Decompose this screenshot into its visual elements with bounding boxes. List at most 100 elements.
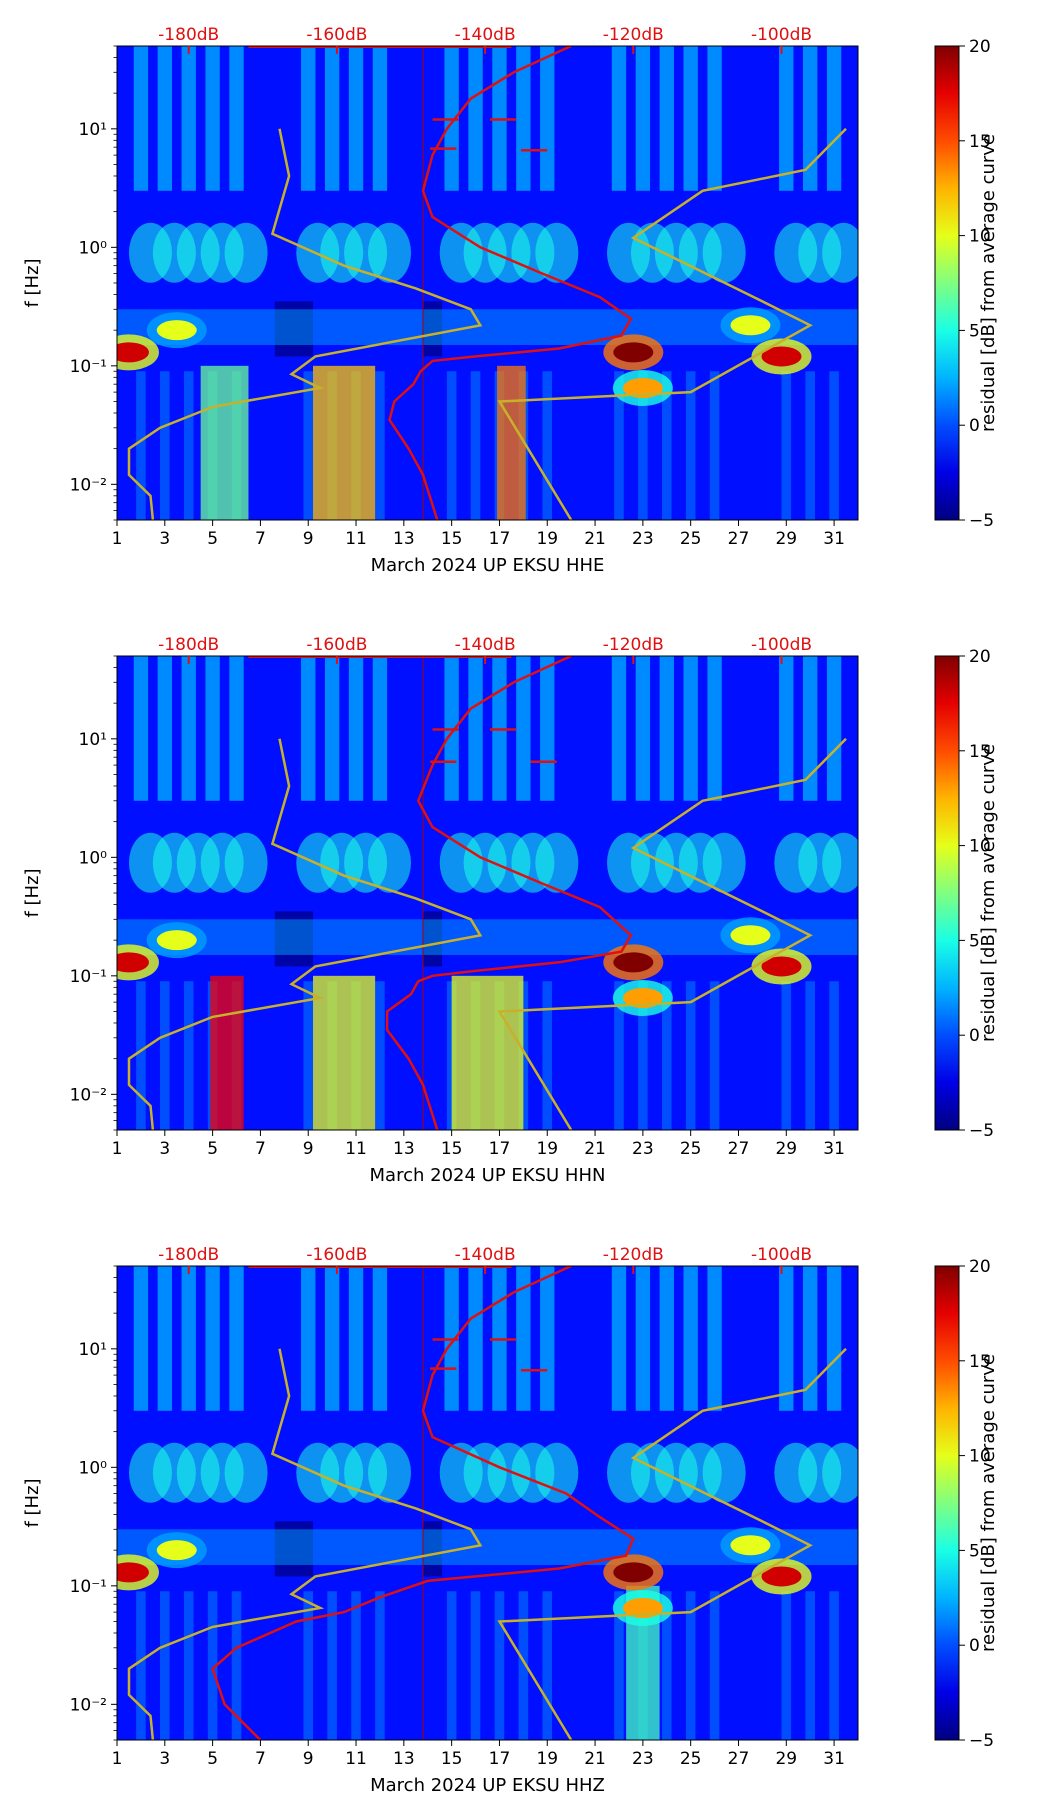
- x-tick-label: 7: [255, 529, 266, 549]
- colorbar-tick-label: 10: [969, 837, 991, 857]
- median-psd-curve: [385, 656, 633, 1130]
- quiet-band: [274, 1521, 314, 1577]
- night-band-hf: [516, 656, 531, 801]
- night-band-mf: [822, 1442, 858, 1503]
- db-tick-label: -140dB: [455, 1245, 516, 1265]
- night-band-lf: [614, 981, 624, 1130]
- night-band-hf: [205, 1266, 220, 1411]
- x-tick-label: 5: [207, 529, 218, 549]
- night-band-hf: [803, 46, 818, 191]
- colorbar: [934, 1265, 960, 1741]
- low-noise-model-curve: [127, 128, 483, 520]
- night-band-hf: [181, 46, 196, 191]
- x-tick-label: 9: [303, 529, 314, 549]
- night-band-hf: [683, 656, 698, 801]
- hotspot: [613, 1562, 654, 1583]
- night-band-lf: [805, 981, 815, 1130]
- quiet-band: [274, 911, 314, 967]
- night-band-lf: [446, 1591, 457, 1740]
- x-tick-label: 25: [680, 529, 702, 549]
- night-band-lf: [470, 371, 481, 520]
- low-noise-model-curve: [127, 1348, 483, 1740]
- lf-event: [313, 365, 376, 520]
- night-band-mf: [702, 832, 746, 893]
- low-noise-model-curve: [127, 738, 483, 1130]
- db-tick-label: -180dB: [158, 635, 219, 655]
- x-tick-label: 19: [536, 1139, 558, 1159]
- night-band-mf: [702, 1442, 746, 1503]
- night-band-lf: [136, 981, 146, 1130]
- night-band-lf: [781, 371, 792, 520]
- x-tick-label: 19: [536, 529, 558, 549]
- night-band-hf: [707, 1266, 722, 1411]
- db-tick-label: -100dB: [751, 1245, 812, 1265]
- night-band-hf: [659, 46, 674, 191]
- night-band-mf: [367, 832, 412, 893]
- night-band-hf: [803, 1266, 818, 1411]
- quiet-band: [422, 1521, 443, 1577]
- night-band-lf: [829, 1591, 839, 1740]
- colorbar-tick-label: 0: [969, 1636, 980, 1656]
- hotspot: [156, 930, 197, 951]
- night-band-lf: [327, 1591, 337, 1740]
- colorbar: [934, 45, 960, 521]
- night-band-lf: [518, 1591, 529, 1740]
- db-tick-label: -120dB: [603, 1245, 664, 1265]
- night-band-hf: [348, 46, 364, 191]
- night-band-mf: [367, 1442, 412, 1503]
- hotspot: [613, 952, 654, 973]
- hotspot: [761, 956, 802, 977]
- lf-event: [313, 975, 376, 1130]
- night-band-mf: [224, 832, 268, 893]
- night-band-hf: [826, 656, 842, 801]
- y-tick-label: 10⁰: [79, 848, 108, 868]
- x-tick-label: 3: [159, 529, 170, 549]
- hotspot: [730, 1535, 771, 1556]
- db-tick-label: -140dB: [455, 25, 516, 45]
- colorbar-tick-label: 15: [969, 742, 991, 762]
- x-tick-label: 3: [159, 1749, 170, 1769]
- night-band-lf: [136, 1591, 146, 1740]
- night-band-hf: [157, 656, 172, 801]
- night-band-hf: [133, 1266, 149, 1411]
- lf-event: [210, 975, 244, 1130]
- night-band-lf: [375, 371, 385, 520]
- night-band-lf: [542, 371, 553, 520]
- night-band-hf: [611, 1266, 627, 1411]
- night-band-lf: [661, 1591, 672, 1740]
- colorbar: [934, 655, 960, 1131]
- night-band-hf: [540, 656, 555, 801]
- y-tick-label: 10⁻²: [70, 1085, 107, 1105]
- night-band-hf: [157, 46, 172, 191]
- night-band-hf: [611, 656, 627, 801]
- x-tick-label: 31: [823, 1749, 845, 1769]
- colorbar-tick-label: 15: [969, 132, 991, 152]
- night-band-hf: [707, 656, 722, 801]
- night-band-hf: [372, 1266, 388, 1411]
- db-tick-label: -120dB: [603, 25, 664, 45]
- x-tick-label: 15: [441, 1139, 463, 1159]
- night-band-hf: [826, 46, 842, 191]
- high-noise-model-curve: [497, 127, 847, 520]
- y-tick-label: 10⁻¹: [70, 967, 107, 987]
- night-band-lf: [303, 1591, 314, 1740]
- x-tick-label: 25: [680, 1139, 702, 1159]
- night-band-hf: [324, 656, 340, 801]
- night-band-hf: [779, 1266, 794, 1411]
- night-band-lf: [709, 1591, 720, 1740]
- night-band-hf: [372, 656, 388, 801]
- night-band-mf: [535, 832, 579, 893]
- night-band-lf: [231, 1591, 242, 1740]
- x-tick-label: 13: [393, 529, 415, 549]
- x-axis-label: March 2024 UP EKSU HHN: [370, 1165, 606, 1186]
- night-band-mf: [535, 222, 579, 283]
- y-tick-label: 10⁻²: [70, 1695, 107, 1715]
- night-band-hf: [540, 1266, 555, 1411]
- x-tick-label: 23: [632, 529, 654, 549]
- night-band-hf: [348, 1266, 364, 1411]
- night-band-lf: [446, 371, 457, 520]
- colorbar-tick-label: 10: [969, 227, 991, 247]
- night-band-hf: [779, 46, 794, 191]
